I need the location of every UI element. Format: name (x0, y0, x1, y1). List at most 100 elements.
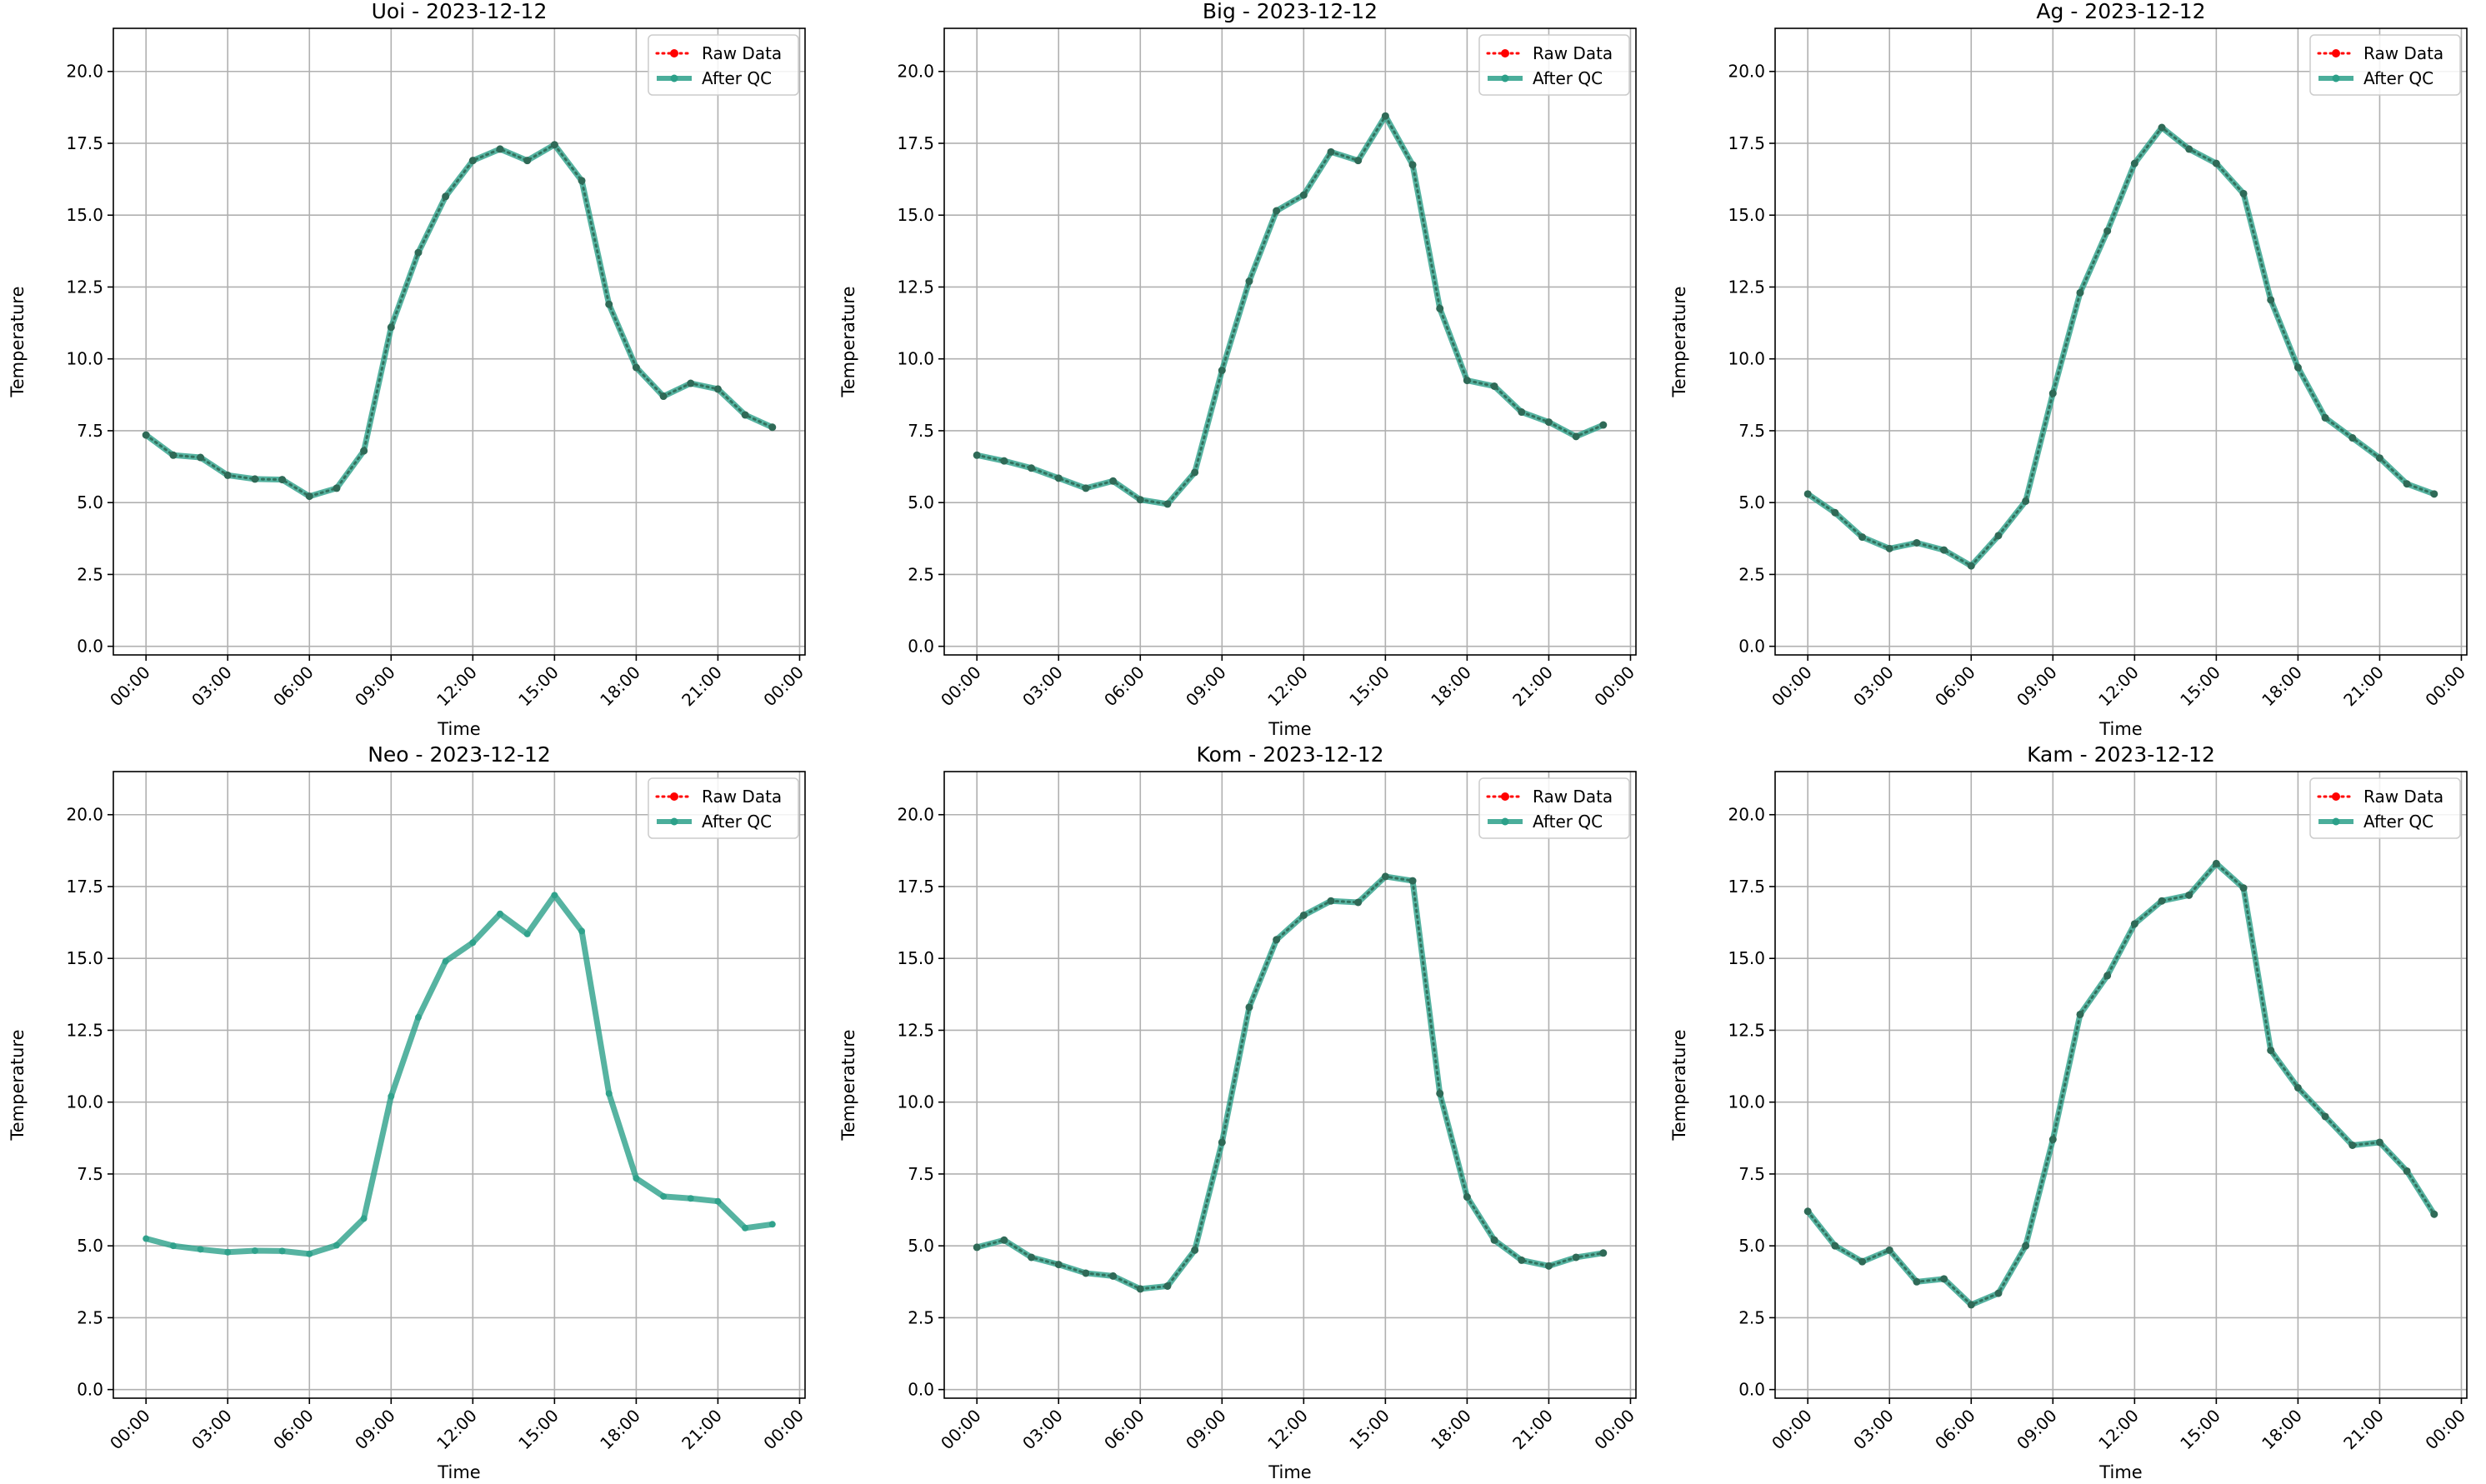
legend-qc-label: After QC (2363, 68, 2433, 88)
raw-data-point (468, 157, 477, 165)
x-tick-label: 00:00 (2421, 662, 2469, 711)
raw-data-point (2212, 159, 2220, 167)
raw-data-point (1000, 457, 1008, 465)
x-axis-label: Time (437, 1462, 480, 1482)
x-tick-label: 00:00 (759, 662, 808, 711)
raw-data-point (1082, 1269, 1090, 1277)
raw-data-point (1218, 1138, 1226, 1147)
raw-data-point (632, 363, 640, 372)
legend-raw-label: Raw Data (2363, 43, 2443, 63)
x-axis-label: Time (1268, 719, 1311, 739)
after-qc-point (197, 1246, 204, 1253)
axes-frame (113, 27, 806, 656)
y-tick-label: 2.5 (1738, 564, 1765, 584)
x-tick-label: 18:00 (1427, 1406, 1475, 1454)
subplot-6: 00:00 03:00 06:00 09:00 12:00 15:00 18:00 21:00… (1669, 742, 2469, 1482)
legend-raw-label: Raw Data (702, 43, 782, 63)
legend-raw-label: Raw Data (1533, 787, 1613, 807)
x-tick-label: 15:00 (1345, 662, 1393, 711)
y-tick-label: 10.0 (1728, 349, 1765, 369)
y-tick-label: 17.5 (66, 877, 103, 897)
raw-data-point (741, 411, 749, 419)
y-tick-label: 2.5 (908, 1307, 934, 1327)
y-axis-label: Temperature (8, 1029, 28, 1141)
after-qc-point (388, 1092, 395, 1100)
raw-data-point (1831, 508, 1839, 517)
raw-data-point (1994, 1289, 2003, 1297)
after-qc-line (143, 892, 776, 1257)
raw-data-point (1544, 418, 1553, 427)
x-tick-label: 00:00 (759, 1406, 808, 1454)
y-tick-label: 15.0 (66, 948, 103, 968)
raw-data-point (1544, 1262, 1553, 1270)
raw-data-point (1000, 1236, 1008, 1244)
raw-data-point (223, 471, 232, 479)
x-tick-label: 03:00 (188, 662, 236, 711)
x-tick-label: 09:00 (351, 1406, 399, 1454)
legend-qc-marker (2332, 74, 2340, 82)
y-tick-label: 12.5 (66, 277, 103, 297)
x-axis-label: Time (2098, 719, 2142, 739)
after-qc-point (333, 1242, 340, 1249)
legend-qc-label: After QC (702, 812, 772, 832)
y-tick-label: 0.0 (908, 637, 934, 657)
x-tick-label: 21:00 (2339, 1406, 2388, 1454)
x-tick-label: 21:00 (1508, 662, 1557, 711)
y-tick-label: 0.0 (908, 1380, 934, 1400)
raw-data-point (1463, 1193, 1471, 1202)
y-tick-label: 20.0 (66, 805, 103, 825)
x-tick-label: 18:00 (1427, 662, 1475, 711)
legend-qc-marker (670, 74, 678, 82)
raw-data-point (1940, 1275, 1948, 1283)
legend-qc-label: After QC (1533, 68, 1603, 88)
x-tick-label: 09:00 (2013, 662, 2061, 711)
y-tick-label: 12.5 (897, 277, 934, 297)
raw-data-point (1913, 1277, 1921, 1286)
raw-data-point (1967, 562, 1975, 570)
subplot-4: 00:00 03:00 06:00 09:00 12:00 15:00 18:00 21:00… (8, 742, 808, 1482)
raw-data-point (1299, 191, 1308, 199)
x-tick-label: 12:00 (1263, 1406, 1312, 1454)
x-tick-label: 03:00 (1849, 1406, 1898, 1454)
raw-data-point (1381, 872, 1389, 881)
y-tick-label: 15.0 (66, 205, 103, 225)
x-tick-label: 18:00 (2258, 662, 2306, 711)
raw-data-point (973, 451, 981, 459)
raw-data-point (550, 141, 558, 149)
x-axis-label: Time (2098, 1462, 2142, 1482)
after-qc-point (224, 1248, 232, 1256)
axes-frame (1774, 27, 2468, 656)
legend-raw-marker (670, 49, 678, 57)
raw-data-point (1327, 147, 1335, 156)
x-tick-label: 15:00 (1345, 1406, 1393, 1454)
y-axis-label: Temperature (838, 1029, 858, 1141)
y-tick-label: 2.5 (77, 1307, 103, 1327)
raw-data-point (1109, 1272, 1118, 1280)
raw-data-point (1572, 1253, 1580, 1262)
raw-data-point (1436, 1089, 1444, 1097)
raw-data-point (1408, 877, 1417, 885)
raw-data-point (1518, 1256, 1526, 1264)
y-tick-label: 0.0 (1738, 637, 1765, 657)
x-tick-label: 21:00 (1508, 1406, 1557, 1454)
raw-data-point (713, 385, 722, 393)
x-tick-label: 15:00 (2176, 1406, 2224, 1454)
raw-data-point (251, 475, 259, 483)
raw-data-point (1191, 468, 1199, 477)
x-tick-label: 00:00 (2421, 1406, 2469, 1454)
x-tick-label: 06:00 (1100, 662, 1148, 711)
raw-data-line (975, 113, 1605, 506)
x-tick-label: 12:00 (433, 662, 481, 711)
raw-data-point (1490, 382, 1498, 390)
after-qc-point (578, 927, 586, 935)
raw-data-point (1885, 544, 1893, 552)
raw-data-point (1054, 1261, 1063, 1269)
raw-data-point (2158, 897, 2166, 905)
x-tick-label: 09:00 (1182, 1406, 1230, 1454)
after-qc-point (523, 930, 531, 937)
raw-data-point (2022, 1242, 2030, 1250)
after-qc-point (278, 1247, 286, 1255)
after-qc-point (660, 1192, 668, 1200)
after-qc-line (1804, 124, 2438, 569)
y-axis-label: Temperature (1669, 1029, 1689, 1141)
